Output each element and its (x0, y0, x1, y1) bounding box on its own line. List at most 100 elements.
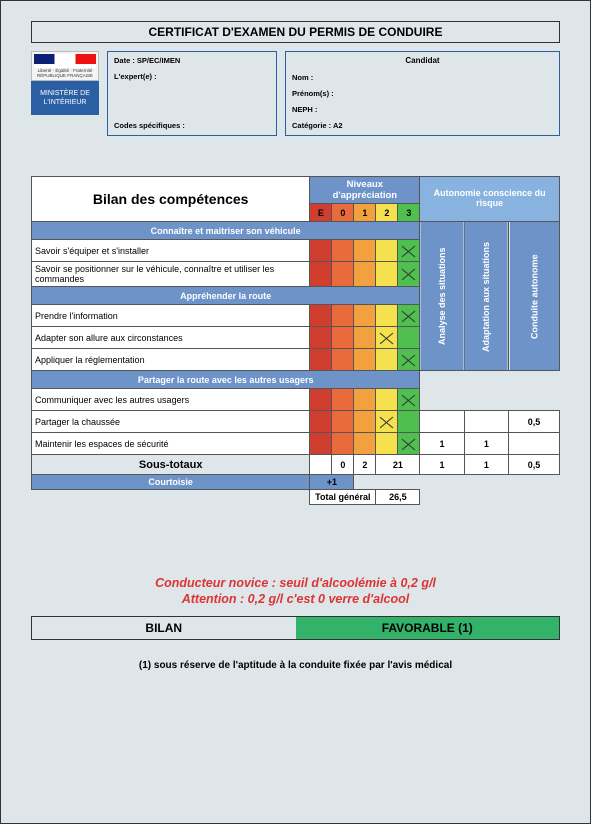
header: Liberté · Égalité · Fraternité RÉPUBLIQU… (31, 51, 560, 136)
score-cell (332, 389, 354, 411)
score-cell (354, 349, 376, 371)
score-cell (376, 411, 398, 433)
bilan-title: Bilan des compétences (32, 177, 310, 222)
score-cell (310, 240, 332, 262)
competence-table: Bilan des compétences Niveaux d'apprécia… (31, 176, 560, 505)
score-cell (332, 262, 354, 287)
score-cell (354, 433, 376, 455)
prenom-field: Prénom(s) : (292, 89, 553, 99)
notice-line1: Conducteur novice : seuil d'alcoolémie à… (31, 575, 560, 591)
score-cell (310, 305, 332, 327)
skill-label: Savoir s'équiper et s'installer (32, 240, 310, 262)
niveaux-title: Niveaux d'appréciation (310, 177, 420, 204)
total-label: Total général (310, 490, 376, 505)
score-cell (354, 240, 376, 262)
exam-fields: Date : SP/EC/IMEN L'expert(e) : Codes sp… (107, 51, 277, 136)
score-cell (354, 411, 376, 433)
neph-field: NEPH : (292, 105, 553, 115)
aut-col: Conduite autonome (509, 222, 560, 371)
score-cell (332, 305, 354, 327)
footnote: (1) sous réserve de l'aptitude à la cond… (31, 660, 560, 671)
score-cell (376, 389, 398, 411)
courtesy-value: +1 (310, 475, 354, 490)
skill-label: Partager la chaussée (32, 411, 310, 433)
section-title: Connaître et maitriser son véhicule (32, 222, 420, 240)
skill-label: Appliquer la réglementation (32, 349, 310, 371)
subtotal-label: Sous-totaux (32, 455, 310, 475)
score-cell (310, 327, 332, 349)
bilan-result: FAVORABLE (1) (296, 617, 560, 639)
subtotal-23: 21 (376, 455, 420, 475)
flag-icon (34, 54, 96, 68)
skill-label: Savoir se positionner sur le véhicule, c… (32, 262, 310, 287)
candidate-head: Candidat (292, 56, 553, 65)
score-cell (332, 349, 354, 371)
skill-label: Adapter son allure aux circonstances (32, 327, 310, 349)
score-cell (376, 262, 398, 287)
aut-cell (509, 433, 560, 455)
score-cell (354, 389, 376, 411)
cat-field: Catégorie : A2 (292, 121, 553, 131)
aut-col: Analyse des situations (420, 222, 464, 371)
aut-cell: 0,5 (509, 411, 560, 433)
level-0: 0 (332, 204, 354, 222)
notice-line2: Attention : 0,2 g/l c'est 0 verre d'alco… (31, 591, 560, 607)
total-value: 26,5 (376, 490, 420, 505)
aut-col: Adaptation aux situations (464, 222, 508, 371)
score-cell (398, 262, 420, 287)
courtesy-label: Courtoisie (32, 475, 310, 490)
bilan-bar: BILAN FAVORABLE (1) (31, 616, 560, 640)
ministry-logo: Liberté · Égalité · Fraternité RÉPUBLIQU… (31, 51, 99, 136)
score-cell (376, 349, 398, 371)
score-cell (354, 327, 376, 349)
score-cell (398, 433, 420, 455)
score-cell (354, 262, 376, 287)
aut-cell (464, 411, 508, 433)
expert-field: L'expert(e) : (114, 72, 270, 82)
score-cell (310, 262, 332, 287)
score-cell (332, 240, 354, 262)
score-cell (310, 411, 332, 433)
score-cell (354, 305, 376, 327)
skill-label: Communiquer avec les autres usagers (32, 389, 310, 411)
score-cell (398, 305, 420, 327)
level-E: E (310, 204, 332, 222)
score-cell (398, 349, 420, 371)
aut-sub-0: 1 (420, 455, 464, 475)
ministry-label: MINISTÈRE DE L'INTÉRIEUR (31, 81, 99, 115)
bilan-label: BILAN (32, 617, 296, 639)
score-cell (332, 411, 354, 433)
skill-label: Prendre l'information (32, 305, 310, 327)
alcohol-notice: Conducteur novice : seuil d'alcoolémie à… (31, 575, 560, 608)
score-cell (310, 433, 332, 455)
autonomie-title: Autonomie conscience du risque (420, 177, 560, 222)
subtotal-E (310, 455, 332, 475)
aut-sub-2: 0,5 (509, 455, 560, 475)
aut-sub-1: 1 (464, 455, 508, 475)
score-cell (376, 305, 398, 327)
aut-cell: 1 (420, 433, 464, 455)
score-cell (376, 433, 398, 455)
aut-cell: 1 (464, 433, 508, 455)
subtotal-1: 2 (354, 455, 376, 475)
date-field: Date : SP/EC/IMEN (114, 56, 270, 66)
aut-cell (420, 411, 464, 433)
section-title: Partager la route avec les autres usager… (32, 371, 420, 389)
score-cell (376, 327, 398, 349)
nom-field: Nom : (292, 73, 553, 83)
level-2: 2 (376, 204, 398, 222)
level-3: 3 (398, 204, 420, 222)
score-cell (376, 240, 398, 262)
score-cell (310, 349, 332, 371)
candidate-fields: Candidat Nom : Prénom(s) : NEPH : Catégo… (285, 51, 560, 136)
skill-label: Maintenir les espaces de sécurité (32, 433, 310, 455)
score-cell (332, 433, 354, 455)
level-1: 1 (354, 204, 376, 222)
score-cell (332, 327, 354, 349)
codes-field: Codes spécifiques : (114, 121, 270, 131)
subtotal-0: 0 (332, 455, 354, 475)
logo-sub2: RÉPUBLIQUE FRANÇAISE (34, 73, 96, 78)
score-cell (398, 389, 420, 411)
score-cell (398, 411, 420, 433)
doc-title: CERTIFICAT D'EXAMEN DU PERMIS DE CONDUIR… (31, 21, 560, 43)
